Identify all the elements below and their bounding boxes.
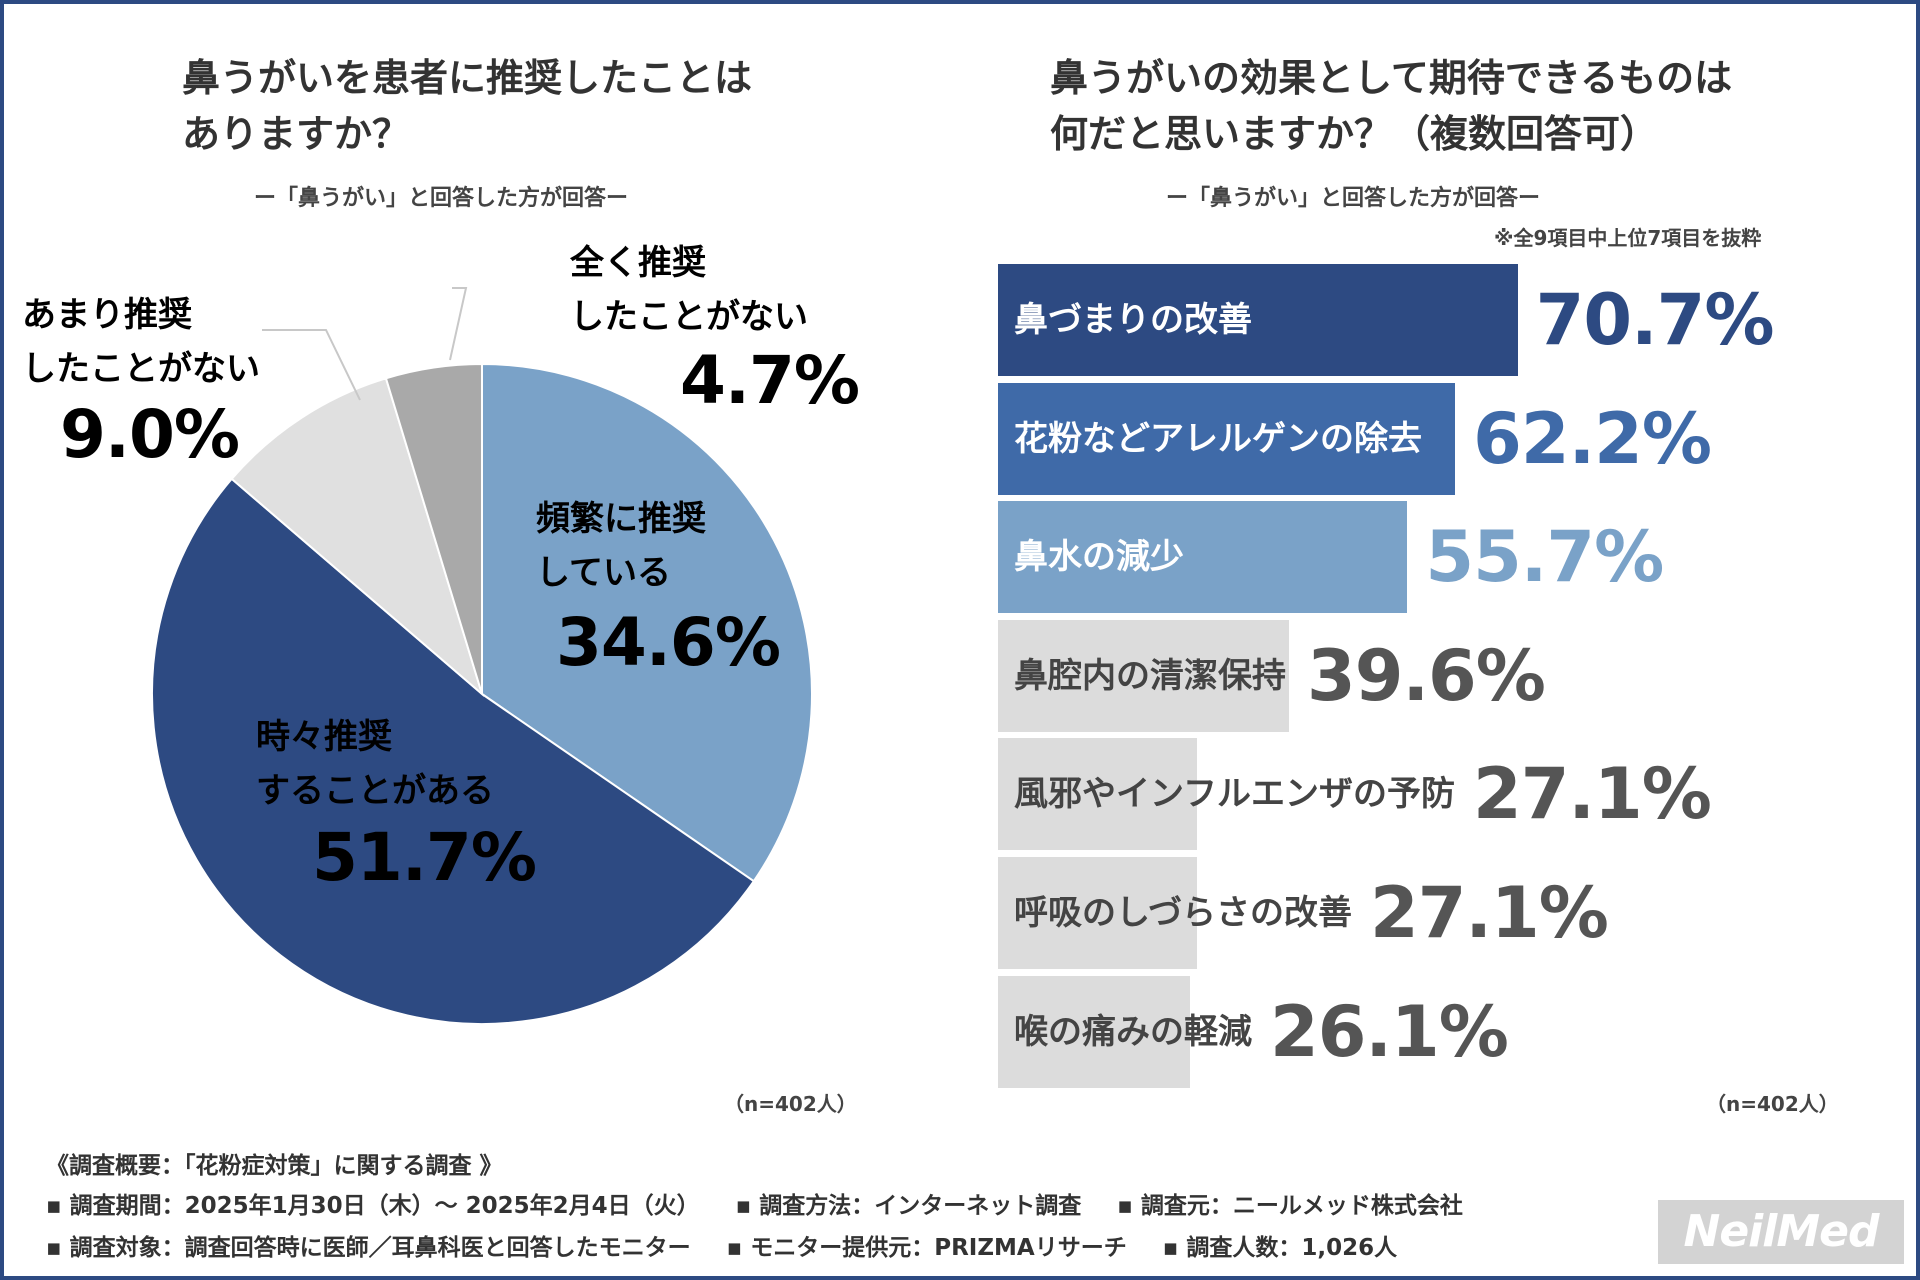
bar-label-3: 鼻水の減少 bbox=[1014, 537, 1184, 578]
bar-label-7: 喉の痛みの軽減 bbox=[1014, 1011, 1252, 1052]
bar-label-2: 花粉などアレルゲンの除去 bbox=[1014, 418, 1422, 459]
pie-value-never: 4.7% bbox=[680, 342, 860, 419]
bar-value-7: 26.1% bbox=[1270, 990, 1509, 1073]
bar-label-5: 風邪やインフルエンザの予防 bbox=[1014, 774, 1455, 815]
leader-line-rarely bbox=[262, 329, 361, 401]
survey-target: ▪ 調査対象：調査回答時に医師／耳鼻科医と回答したモニター bbox=[46, 1235, 691, 1261]
survey-line-2: ▪ 調査対象：調査回答時に医師／耳鼻科医と回答したモニター ▪ モニター提供元：… bbox=[46, 1228, 1425, 1262]
bar-2 bbox=[998, 382, 1456, 495]
pie-label-never: 全く推奨 したことがない bbox=[570, 236, 808, 344]
bar-4 bbox=[998, 619, 1290, 732]
pie-label-sometimes-line-1: 時々推奨 bbox=[256, 717, 392, 757]
survey-heading: 《調査概要：「花粉症対策」に関する調査 》 bbox=[46, 1153, 503, 1179]
bar-value-5: 27.1% bbox=[1473, 753, 1712, 836]
pie-label-rarely: あまり推奨 したことがない bbox=[22, 288, 260, 396]
pie-value-rarely: 9.0% bbox=[60, 396, 240, 473]
pie-value-frequently: 34.6% bbox=[556, 604, 781, 681]
bar-value-2: 62.2% bbox=[1473, 397, 1712, 480]
pie-slice-sometimes bbox=[151, 477, 756, 1025]
survey-provider: ▪ モニター提供元：PRIZMAリサーチ bbox=[726, 1235, 1127, 1261]
survey-line-1: ▪ 調査期間：2025年1月30日（木）～ 2025年2月4日（火） ▪ 調査方… bbox=[46, 1186, 1491, 1220]
pie-chart bbox=[151, 287, 813, 1025]
pie-slice-rarely bbox=[230, 377, 484, 698]
bar-chart-subtitle: ー「鼻うがい」と回答した方が回答ー bbox=[1166, 186, 1541, 211]
bar-label-6: 呼吸のしづらさの改善 bbox=[1014, 893, 1352, 933]
survey-period: ▪ 調査期間：2025年1月30日（木）～ 2025年2月4日（火） bbox=[46, 1193, 700, 1219]
pie-title-line-2: ありますか？ bbox=[182, 112, 411, 156]
bar-7 bbox=[998, 975, 1190, 1088]
bar-6 bbox=[998, 857, 1198, 969]
pie-slice-never bbox=[384, 362, 483, 695]
bar-value-6: 27.1% bbox=[1370, 872, 1609, 954]
pie-label-frequently-line-1: 頻繁に推奨 bbox=[536, 499, 706, 539]
neilmed-logo: NeilMed bbox=[1658, 1200, 1904, 1264]
pie-label-rarely-line-2: したことがない bbox=[22, 349, 260, 389]
pie-label-sometimes: 時々推奨 することがある bbox=[256, 710, 494, 818]
bar-sample-size: （n=402人） bbox=[1706, 1092, 1839, 1116]
pie-slice-frequently bbox=[481, 362, 813, 883]
pie-label-frequently-line-2: している bbox=[536, 553, 671, 593]
bar-label-1: 鼻づまりの改善 bbox=[1014, 300, 1252, 340]
pie-label-rarely-line-1: あまり推奨 bbox=[22, 295, 192, 335]
bar-title-line-2: 何だと思いますか？（複数回答可） bbox=[1050, 112, 1659, 156]
survey-count: ▪ 調査人数：1,026人 bbox=[1162, 1235, 1398, 1261]
bar-value-1: 70.7% bbox=[1535, 279, 1775, 361]
pie-label-never-line-1: 全く推奨 bbox=[570, 243, 706, 283]
pie-title-line-1: 鼻うがいを患者に推奨したことは bbox=[182, 56, 753, 100]
bar-title-line-1: 鼻うがいの効果として期待できるものは bbox=[1050, 56, 1733, 100]
bar-3 bbox=[998, 501, 1408, 614]
pie-label-sometimes-line-2: することがある bbox=[256, 771, 494, 811]
bar-1 bbox=[998, 264, 1518, 376]
bar-chart-title: 鼻うがいの効果として期待できるものは 何だと思いますか？（複数回答可） bbox=[1050, 50, 1732, 162]
pie-label-never-line-2: したことがない bbox=[570, 297, 808, 337]
bar-value-3: 55.7% bbox=[1425, 516, 1664, 599]
pie-label-frequently: 頻繁に推奨 している bbox=[536, 492, 706, 600]
survey-source: ▪ 調査元：ニールメッド株式会社 bbox=[1117, 1193, 1463, 1219]
pie-sample-size: （n=402人） bbox=[724, 1092, 857, 1116]
pie-chart-subtitle: ー「鼻うがい」と回答した方が回答ー bbox=[254, 186, 629, 211]
pie-chart-title: 鼻うがいを患者に推奨したことは ありますか？ bbox=[182, 50, 752, 162]
survey-method: ▪ 調査方法：インターネット調査 bbox=[735, 1193, 1082, 1219]
bar-chart-note: ※全9項目中上位7項目を抜粋 bbox=[1494, 226, 1762, 250]
bar-label-4: 鼻腔内の清潔保持 bbox=[1014, 655, 1286, 696]
pie-value-sometimes: 51.7% bbox=[312, 819, 537, 896]
leader-line-never bbox=[449, 287, 468, 361]
bar-value-4: 39.6% bbox=[1307, 634, 1546, 717]
bar-5 bbox=[998, 738, 1198, 851]
